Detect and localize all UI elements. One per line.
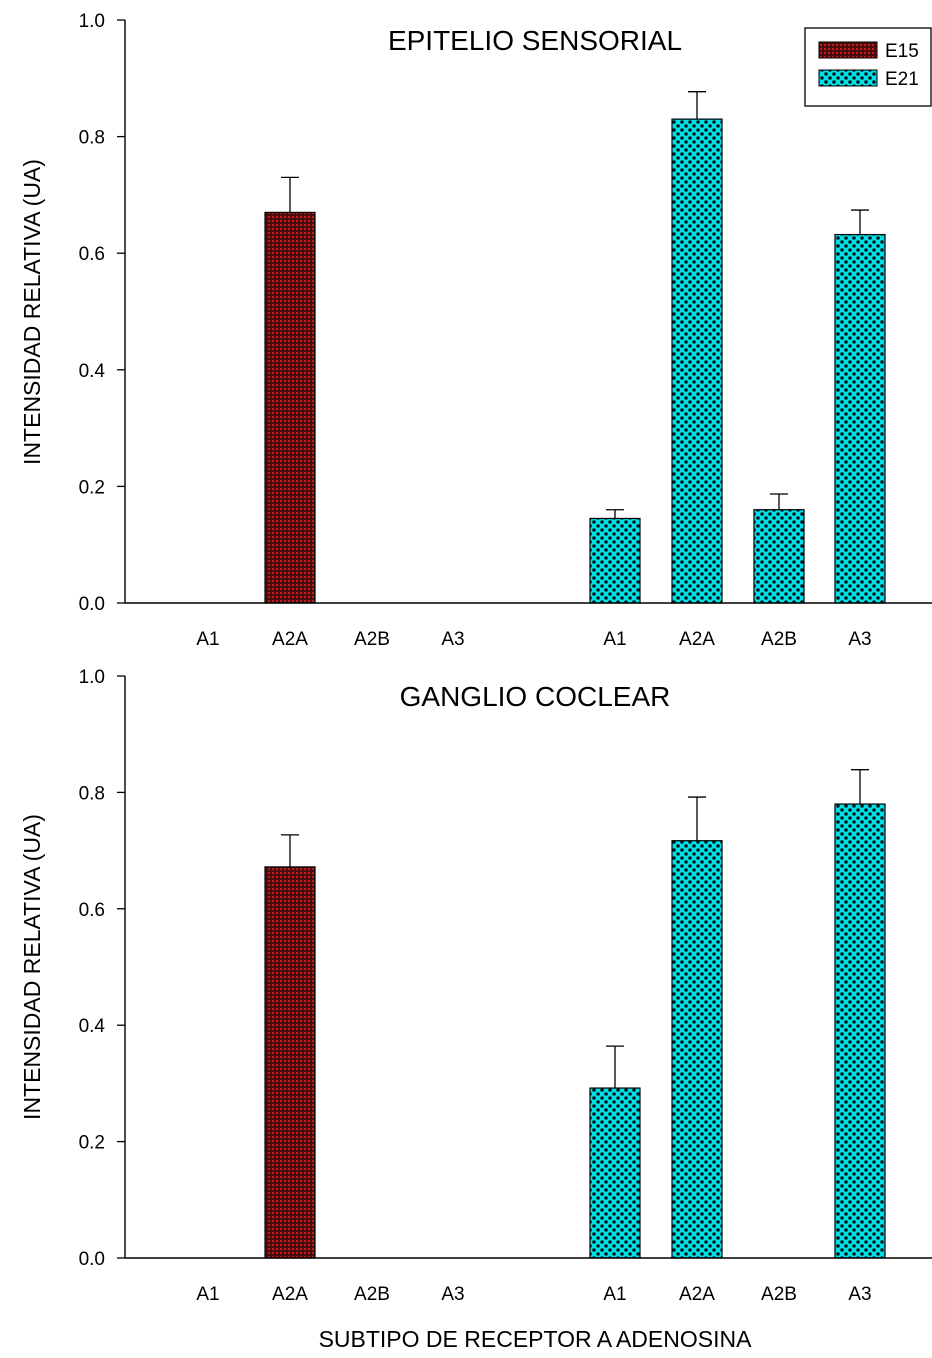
x-tick-label: A1: [603, 629, 626, 650]
x-tick-label: A2B: [761, 1284, 797, 1305]
y-tick-label: 0.2: [79, 477, 105, 498]
chart-panel-1: A1 A2A A2B A3 A1 A2A A2B A3 0.0 0.2 0.4 0.6 0.8 1.0 EP…: [19, 11, 932, 650]
bar-e15-a2a: [264, 866, 316, 1259]
y-tick-label: 1.0: [79, 667, 105, 688]
y-tick-label: 0.8: [79, 783, 105, 804]
error-bar-e21-a3: [851, 769, 869, 805]
error-bar-e21-a1: [606, 1045, 624, 1089]
bar-e15-a2a: [264, 211, 316, 604]
x-tick-label: A3: [848, 629, 871, 650]
bar-e21-a1: [589, 517, 641, 604]
bar-e21-a3: [834, 233, 886, 604]
x-tick-label: A3: [441, 1284, 464, 1305]
error-bar-e15-a2a: [281, 834, 299, 867]
bar-e21-a1: [589, 1087, 641, 1259]
bar-e21-a3: [834, 803, 886, 1259]
x-tick-label: A2B: [354, 1284, 390, 1305]
x-tick-label: A1: [603, 1284, 626, 1305]
error-bar-e21-a1: [606, 509, 624, 519]
x-tick-label: A1: [196, 1284, 219, 1305]
error-bar-e21-a2b: [770, 493, 788, 510]
panel-title: GANGLIO COCLEAR: [400, 681, 671, 712]
y-tick-label: 0.2: [79, 1133, 105, 1154]
y-tick-label: 0.4: [79, 1016, 106, 1037]
y-tick-label: 0.8: [79, 128, 105, 149]
error-bar-e21-a2a: [688, 91, 706, 120]
bar-e21-a2a: [671, 840, 723, 1259]
y-tick-label: 0.0: [79, 594, 105, 615]
x-tick-label: A2B: [761, 629, 797, 650]
legend-label-e15: E15: [885, 41, 919, 62]
y-axis-title: INTENSIDAD RELATIVA (UA): [19, 814, 45, 1120]
error-bar-e21-a3: [851, 209, 869, 235]
legend-swatch-e15: [818, 41, 878, 59]
legend-label-e21: E21: [885, 69, 919, 90]
chart-panel-2: A1 A2A A2B A3 A1 A2A A2B A3 0.0 0.2 0.4 0.6 0.8 1.0 GA…: [19, 667, 932, 1305]
y-axis-title: INTENSIDAD RELATIVA (UA): [19, 159, 45, 465]
x-tick-label: A2A: [272, 629, 308, 650]
x-tick-label: A2B: [354, 629, 390, 650]
legend-box: [804, 27, 932, 107]
error-bar-e21-a2a: [688, 796, 706, 841]
x-tick-label: A3: [441, 629, 464, 650]
bar-e21-a2a: [671, 118, 723, 604]
y-tick-label: 0.0: [79, 1249, 105, 1270]
x-tick-label: A2A: [272, 1284, 308, 1305]
legend-swatch-e21: [818, 69, 878, 87]
error-bar-e15-a2a: [281, 176, 299, 213]
y-tick-label: 0.4: [79, 361, 106, 382]
y-tick-label: 0.6: [79, 900, 105, 921]
y-tick-label: 1.0: [79, 11, 105, 32]
x-tick-label: A2A: [679, 1284, 715, 1305]
x-axis-title: SUBTIPO DE RECEPTOR A ADENOSINA: [319, 1326, 753, 1352]
x-tick-label: A3: [848, 1284, 871, 1305]
panel-title: EPITELIO SENSORIAL: [388, 25, 682, 56]
x-tick-label: A2A: [679, 629, 715, 650]
y-tick-label: 0.6: [79, 244, 105, 265]
x-tick-label: A1: [196, 629, 219, 650]
bar-e21-a2b: [753, 509, 805, 604]
